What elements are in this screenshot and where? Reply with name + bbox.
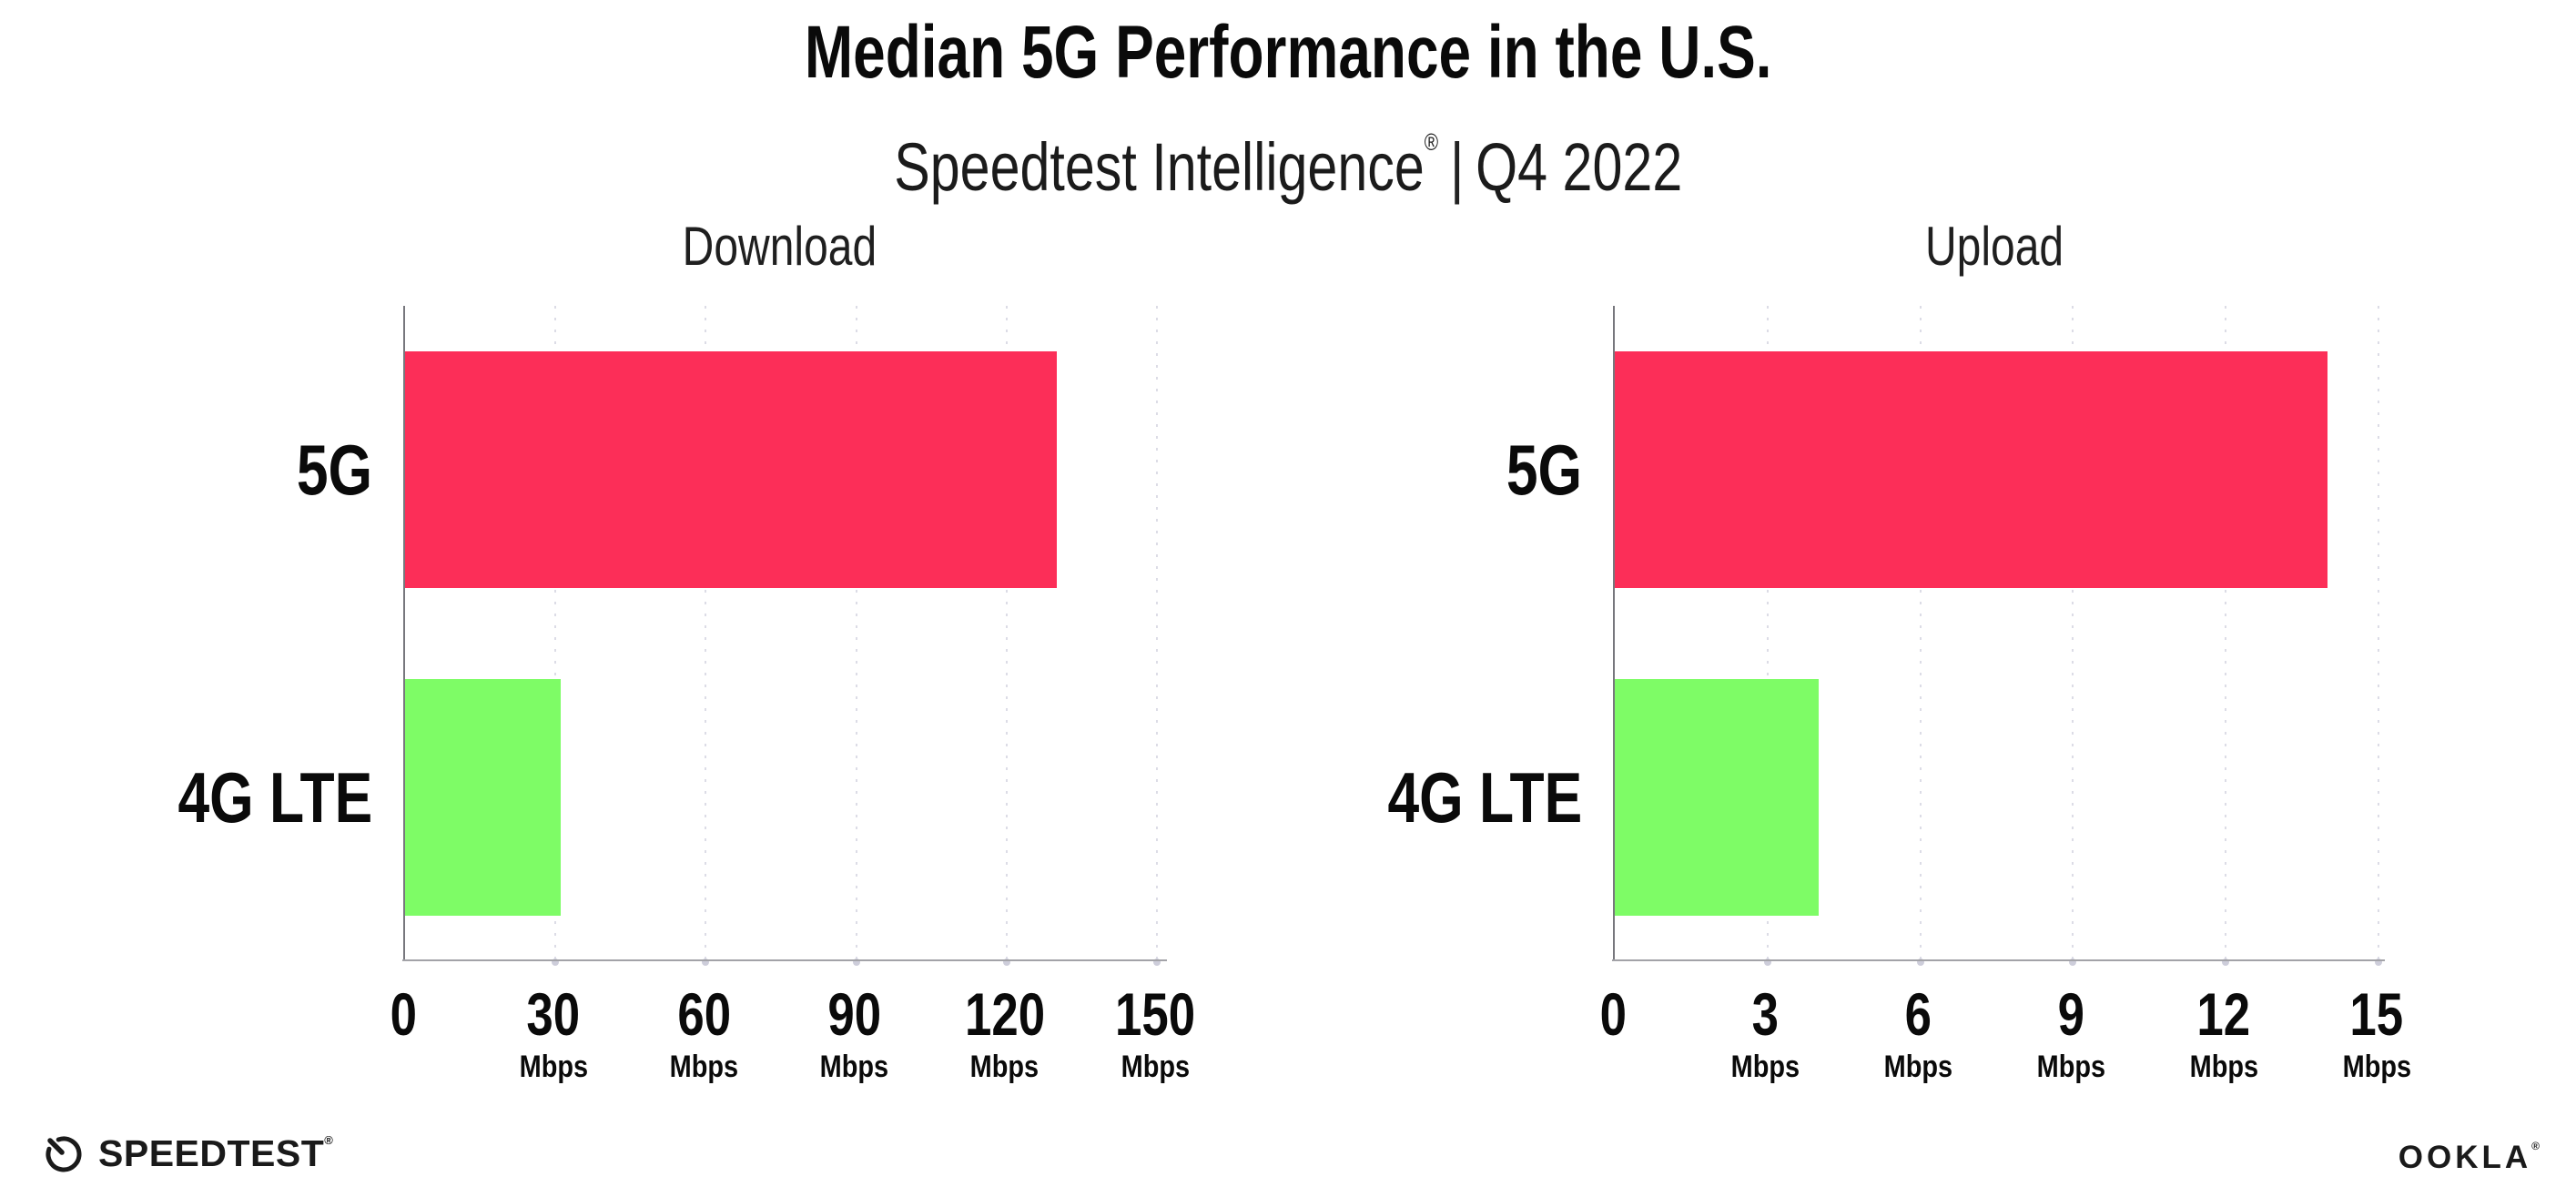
- plot-area-download: [403, 306, 1161, 966]
- x-tick: 60 Mbps: [669, 980, 739, 1084]
- plot-area-upload: [1613, 306, 2382, 966]
- gridline: [2069, 306, 2077, 966]
- x-tick-labels-download: 0 30 Mbps 60 Mbps 90 Mbps 120 Mbps 150 M…: [390, 980, 1195, 1111]
- x-tick-labels-upload: 0 3 Mbps 6 Mbps 9 Mbps 12 Mbps 15 Mbps: [1599, 980, 2410, 1111]
- x-axis-line-upload: [1612, 959, 2385, 961]
- registered-trademark-icon: ®: [1424, 128, 1438, 156]
- category-label-4glte-download: 4G LTE: [177, 756, 372, 837]
- page-subtitle: Speedtest Intelligence® | Q4 2022: [0, 100, 2576, 209]
- subtitle-separator: |: [1449, 129, 1465, 205]
- category-label-5g-download: 5G: [296, 429, 372, 510]
- x-tick: 15 Mbps: [2342, 980, 2411, 1084]
- gridline: [2375, 306, 2382, 966]
- bar-5g-download: [405, 351, 1057, 588]
- speedtest-gauge-icon: [42, 1131, 86, 1175]
- page-title: Median 5G Performance in the U.S.: [0, 7, 2576, 98]
- x-tick: 3 Mbps: [1731, 980, 1800, 1084]
- registered-trademark-icon: ®: [324, 1132, 334, 1147]
- x-tick: 9 Mbps: [2036, 980, 2106, 1084]
- gridline: [702, 306, 710, 966]
- gridline: [1916, 306, 1924, 966]
- x-tick: 30 Mbps: [519, 980, 588, 1084]
- gridline: [1153, 306, 1161, 966]
- bar-4glte-upload: [1615, 679, 1819, 916]
- bar-5g-upload: [1615, 351, 2328, 588]
- x-tick: 90 Mbps: [819, 980, 889, 1084]
- x-axis-line-download: [402, 959, 1167, 961]
- chart-title-upload: Upload: [1925, 216, 2064, 277]
- bar-4glte-download: [405, 679, 561, 916]
- category-label-5g-upload: 5G: [1506, 429, 1582, 510]
- x-tick: 150 Mbps: [1114, 980, 1196, 1084]
- x-tick: 0: [390, 980, 417, 1048]
- registered-trademark-icon: ®: [2531, 1140, 2540, 1152]
- x-tick: 6 Mbps: [1883, 980, 1953, 1084]
- subtitle-brand: Speedtest Intelligence: [894, 129, 1425, 205]
- page-title-text: Median 5G Performance in the U.S.: [804, 11, 1772, 94]
- ookla-logo: OOKLA®: [2399, 1140, 2540, 1176]
- gridline: [1002, 306, 1010, 966]
- speedtest-logo: SPEEDTEST®: [42, 1131, 333, 1175]
- speedtest-wordmark: SPEEDTEST®: [98, 1131, 334, 1174]
- chart-title-download: Download: [682, 216, 877, 277]
- category-label-4glte-upload: 4G LTE: [1387, 756, 1582, 837]
- x-tick: 0: [1599, 980, 1627, 1048]
- gridline: [2222, 306, 2230, 966]
- x-tick: 12 Mbps: [2189, 980, 2258, 1084]
- gridline: [552, 306, 560, 966]
- ookla-wordmark: OOKLA: [2398, 1140, 2532, 1175]
- subtitle-period: Q4 2022: [1475, 129, 1682, 205]
- x-tick: 120 Mbps: [964, 980, 1045, 1084]
- gridline: [852, 306, 860, 966]
- gridline: [1763, 306, 1771, 966]
